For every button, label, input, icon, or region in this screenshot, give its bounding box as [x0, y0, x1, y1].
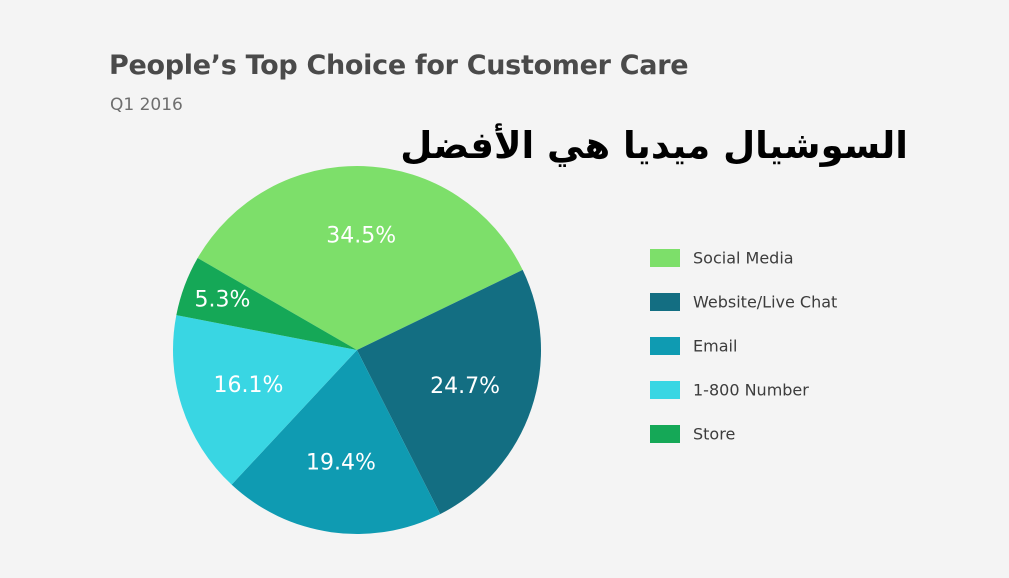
pie-slice-email	[231, 350, 441, 534]
slice-labels: 34.5% 24.7% 19.4% 16.1% 5.3%	[195, 224, 500, 476]
legend-label-email: Email	[693, 337, 737, 356]
pie-slice-1-800-number	[172, 315, 357, 485]
pie-slices	[172, 165, 542, 534]
slice-label-store: 5.3%	[195, 287, 251, 312]
legend-label-social-media: Social Media	[693, 249, 794, 268]
overlay-caption: السوشيال ميديا هي الأفضل	[400, 124, 908, 167]
legend-label-store: Store	[693, 425, 735, 444]
slice-label-1-800-number: 16.1%	[214, 373, 284, 398]
pie-slice-website-live-chat	[357, 269, 542, 515]
legend-label-1-800-number: 1-800 Number	[693, 381, 809, 400]
legend-label-website-live-chat: Website/Live Chat	[693, 293, 837, 312]
legend-swatch-social-media	[650, 249, 680, 267]
chart-legend: Social Media Website/Live Chat Email 1-800 …	[650, 249, 837, 444]
legend-swatch-website-live-chat	[650, 293, 680, 311]
slice-label-email: 19.4%	[306, 451, 376, 476]
legend-swatch-email	[650, 337, 680, 355]
chart-title: People’s Top Choice for Customer Care	[109, 50, 689, 81]
pie-slice-social-media	[197, 165, 523, 350]
chart-subtitle: Q1 2016	[110, 95, 183, 115]
legend-swatch-1-800-number	[650, 381, 680, 399]
slice-label-website-live-chat: 24.7%	[430, 374, 500, 399]
legend-swatch-store	[650, 425, 680, 443]
slice-label-social-media: 34.5%	[326, 224, 396, 249]
pie-slice-store	[176, 258, 357, 350]
